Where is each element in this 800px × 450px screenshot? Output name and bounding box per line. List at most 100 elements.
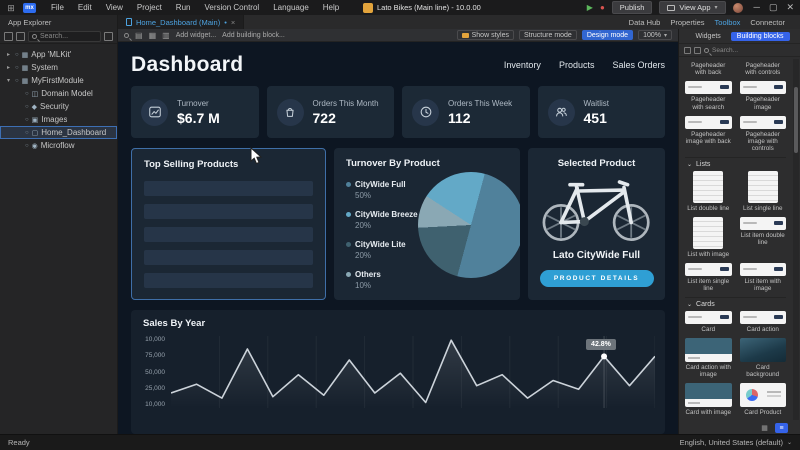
menu-bar: File Edit View Project Run Version Control Lan… [44,3,346,12]
subtab-widgets[interactable]: Widgets [695,32,721,40]
toolbox-scrollbar[interactable] [793,59,799,420]
toolbox-item-list-with-image[interactable]: List with image [685,216,732,258]
stop-button[interactable]: ● [599,3,605,12]
scrollbar-thumb[interactable] [794,87,798,153]
tab-close-icon[interactable]: × [230,17,236,27]
panel-tab-properties[interactable]: Properties [670,17,705,27]
canvas-search-icon[interactable] [124,32,129,38]
toolbox-item-card-with-image[interactable]: Card with image [685,383,732,416]
panel-tab-connector[interactable]: Connector [750,17,785,27]
toolbox-item-card-action[interactable]: Card action [739,310,786,333]
user-avatar[interactable] [732,2,743,13]
tree-item-label: Images [41,115,68,124]
subtab-building-blocks[interactable]: Building blocks [730,31,790,41]
explorer-search-input[interactable]: Search... [28,30,101,42]
menu-file[interactable]: File [51,3,64,12]
app-explorer-panel-tab[interactable]: App Explorer [0,15,118,29]
menu-edit[interactable]: Edit [77,3,92,12]
expand-sections-icon[interactable] [694,46,701,54]
toolbox-item-thumbnail [739,310,786,324]
expand-all-icon[interactable] [16,31,25,41]
mouse-cursor [250,147,263,165]
toolbox-item-thumbnail [747,170,778,203]
tree-item-system[interactable]: ▸ ○ ▦ System [0,61,117,74]
turnover-by-product-panel[interactable]: Turnover By Product CityWide Full 50% City… [334,148,520,300]
sales-by-year-panel[interactable]: Sales By Year 10,000 75,000 50,000 25,000 10… [131,310,665,434]
toolbox-item-card[interactable]: Card [685,310,732,333]
document-tab-home-dashboard[interactable]: Home_Dashboard (Main) • × [118,15,245,29]
tree-item-domain-model[interactable]: ○ ◫ Domain Model [0,87,117,100]
toolbox-item-card-background[interactable]: Card background [739,337,786,378]
toolbox-item-list-double-line[interactable]: List double line [685,170,732,212]
toolbox-item-list-single-line[interactable]: List single line [740,170,787,212]
run-button[interactable]: ▶ [586,3,593,12]
language-selector[interactable]: English, United States (default) ⌄ [679,438,792,447]
app-title: Lato Bikes (Main line) - 10.0.00 [363,0,481,15]
y-tick-label: 75,000 [145,352,165,360]
page-grid-icon[interactable]: ▦ [148,30,157,40]
nav-link-sales-orders[interactable]: Sales Orders [612,60,665,70]
toolbox-item-card-action-with-image[interactable]: Card action with image [685,337,732,378]
kpi-card-waitlist[interactable]: Waitlist 451 [537,86,665,138]
selected-product-panel[interactable]: Selected Product [528,148,665,300]
collapse-all-icon[interactable] [4,31,13,41]
window-minimize-button[interactable]: ─ [753,2,760,12]
toolbox-item-card-product[interactable]: Card Product [739,383,786,416]
window-maximize-button[interactable]: ▢ [768,2,778,12]
toolbox-item-pageheader-image-with-controls[interactable]: Pageheader image with controls [739,115,786,153]
menu-version-control[interactable]: Version Control [204,3,260,12]
tree-item-app-mlkit[interactable]: ▸ ○ ▦ App 'MLKit' [0,48,117,61]
publish-button[interactable]: Publish [611,1,653,14]
tree-item-security[interactable]: ○ ◆ Security [0,100,117,113]
toolbox-item-list-item-single-line[interactable]: List item single line [685,263,732,292]
view-app-button[interactable]: View App ▾ [659,1,726,14]
kpi-card-orders-this-week[interactable]: Orders This Week 112 [402,86,530,138]
kpi-card-turnover[interactable]: Turnover $6.7 M [131,86,259,138]
grid-view-toggle[interactable]: ▦ [761,425,768,432]
chevron-down-icon: ▾ [663,32,667,39]
toolbox-search-input[interactable]: Search... [679,44,800,57]
menu-project[interactable]: Project [136,3,162,12]
top-selling-products-panel[interactable]: Top Selling Products [131,148,326,300]
page-layout-icon[interactable]: ▥ [162,30,170,40]
toolbox-section-lists[interactable]: ⌄ Lists [685,156,786,171]
show-styles-toggle[interactable]: Show styles [456,30,514,40]
add-widget-button[interactable]: Add widget... [175,31,217,39]
filter-icon[interactable] [104,31,113,41]
list-view-toggle[interactable]: ≡ [775,423,788,433]
line-chart: 10,000 75,000 50,000 25,000 10,000 42.8% [137,336,655,408]
menu-run[interactable]: Run [175,3,191,12]
product-details-button[interactable]: PRODUCT DETAILS [539,270,654,287]
window-close-button[interactable]: ✕ [786,2,794,12]
nav-link-inventory[interactable]: Inventory [503,60,541,70]
app-grid-icon[interactable]: ⊞ [7,2,15,13]
toolbox-item-list-item-double-line[interactable]: List item double line [739,216,786,258]
panel-tab-toolbox[interactable]: Toolbox [714,17,741,27]
kpi-card-orders-this-month[interactable]: Orders This Month 722 [266,86,394,138]
design-mode-button[interactable]: Design mode [581,30,634,40]
toolbox-item-list-item-with-image[interactable]: List item with image [739,263,786,292]
toolbox-item-pageheader-with-controls[interactable]: Pageheader with controls [740,62,787,76]
toolbox-item-pageheader-with-search[interactable]: Pageheader with search [685,81,732,111]
tree-item-label: System [31,63,58,72]
toolbox-item-pageheader-with-back[interactable]: Pageheader with back [685,62,732,76]
add-building-block-button[interactable]: Add building block... [222,31,285,39]
menu-language[interactable]: Language [273,3,309,12]
toolbox-item-pageheader-image[interactable]: Pageheader image [739,81,786,111]
tree-item-home-dashboard[interactable]: ○ ▢ Home_Dashboard [0,126,117,139]
toolbox-section-cards[interactable]: ⌄ Cards [685,296,786,311]
menu-help[interactable]: Help [322,3,340,12]
toolbox-item-pageheader-image-with-back[interactable]: Pageheader image with back [685,115,732,153]
tree-item-images[interactable]: ○ ▣ Images [0,113,117,126]
structure-mode-button[interactable]: Structure mode [518,30,577,40]
nav-link-products[interactable]: Products [558,60,595,70]
collapse-sections-icon[interactable] [684,46,691,54]
menu-view[interactable]: View [105,3,123,12]
zoom-select[interactable]: 100% ▾ [638,30,672,40]
tree-item-myfirstmodule[interactable]: ▾ ○ ▦ MyFirstModule [0,74,117,87]
legend-entry: Others [346,270,424,279]
tree-item-microflow[interactable]: ○ ◉ Microflow [0,139,117,152]
page-settings-icon[interactable]: ▤ [135,30,143,40]
panel-tab-data-hub[interactable]: Data Hub [628,17,661,27]
tree-item-label: MyFirstModule [31,76,84,85]
